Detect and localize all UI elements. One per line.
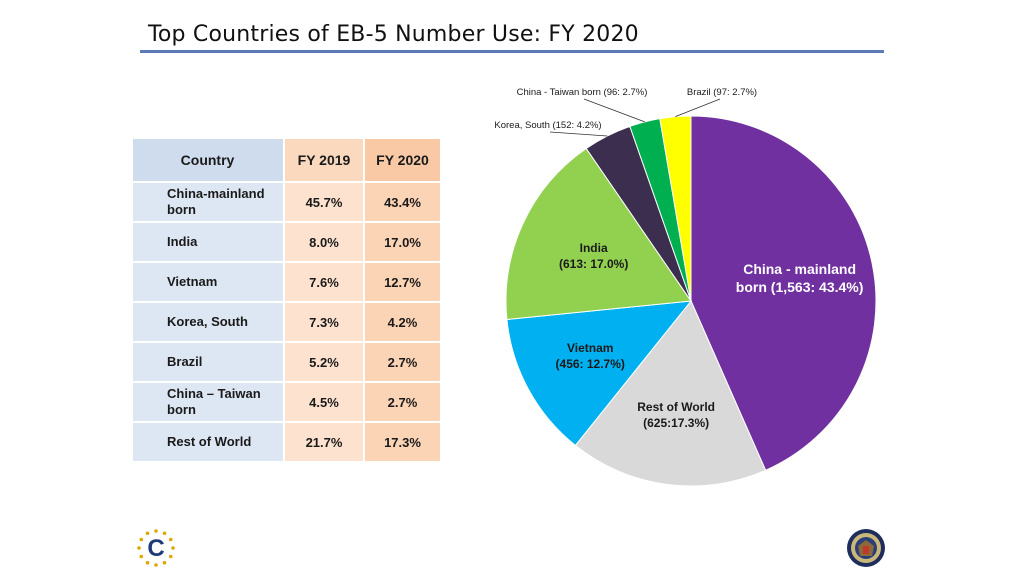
table-cell-fy2019: 7.6% [285,263,363,301]
pie-label: India [580,241,608,255]
pie-slice-india [505,147,692,321]
title-underline [140,50,884,53]
table-cell-country: China-mainland born [133,183,283,221]
table-cell-fy2020: 2.7% [365,343,440,381]
pie-leader-line [549,131,608,137]
country-table: Country FY 2019 FY 2020 China-mainland b… [131,137,442,463]
table-header-country: Country [133,139,283,181]
logo-star [154,563,158,567]
logo-star [171,546,175,550]
table-cell-country: Vietnam [133,263,283,301]
table-row: China-mainland born 45.7% 43.4% [133,183,440,221]
logo-star [154,529,158,533]
logo-star [145,560,150,565]
pie-leader-line [675,98,721,118]
page-title: Top Countries of EB-5 Number Use: FY 202… [148,22,639,47]
table-cell-fy2020: 17.3% [365,423,440,461]
logo-star [162,531,167,536]
pie-slice-china-mainland-born [690,115,877,471]
pie-label: Korea, South (152: 4.2%) [494,120,601,131]
pie-label: (456: 12.7%) [556,357,625,371]
logo-star [137,546,141,550]
pie-slice-vietnam [506,300,693,447]
table-cell-country: Rest of World [133,423,283,461]
pie-label: Rest of World [637,400,715,414]
table-header-fy2019: FY 2019 [285,139,363,181]
table-cell-country: Korea, South [133,303,283,341]
pie-label: Brazil (97: 2.7%) [687,87,757,98]
table-cell-fy2020: 4.2% [365,303,440,341]
pie-label: (613: 17.0%) [559,257,628,271]
table-cell-country: Brazil [133,343,283,381]
table-row: India 8.0% 17.0% [133,223,440,261]
table-cell-fy2020: 2.7% [365,383,440,421]
table-cell-country: India [133,223,283,261]
table-cell-fy2020: 43.4% [365,183,440,221]
table-row: Brazil 5.2% 2.7% [133,343,440,381]
logo-star [139,554,144,559]
table-row: Rest of World 21.7% 17.3% [133,423,440,461]
table-cell-fy2020: 17.0% [365,223,440,261]
table-cell-fy2019: 21.7% [285,423,363,461]
table-cell-fy2019: 4.5% [285,383,363,421]
table-cell-fy2019: 7.3% [285,303,363,341]
pie-label: China - mainland [743,261,856,277]
table-cell-fy2019: 45.7% [285,183,363,221]
table-cell-country: China – Taiwan born [133,383,283,421]
pie-slice-rest-of-world [574,300,767,487]
pie-label: (625:17.3%) [643,416,709,430]
logo-star [168,537,173,542]
logo-star [139,537,144,542]
table-cell-fy2019: 5.2% [285,343,363,381]
table-header-row: Country FY 2019 FY 2020 [133,139,440,181]
pie-label: China - Taiwan born (96: 2.7%) [517,87,648,98]
pie-label: born (1,563: 43.4%) [736,279,864,295]
logo-letter: C [147,535,164,562]
table-cell-fy2019: 8.0% [285,223,363,261]
table-header-fy2020: FY 2020 [365,139,440,181]
table-row: Korea, South 7.3% 4.2% [133,303,440,341]
pie-label: Vietnam [567,341,613,355]
seal-icon [847,529,885,567]
logo-star [145,531,150,536]
table-row: China – Taiwan born 4.5% 2.7% [133,383,440,421]
logo-star [168,554,173,559]
logo-star [162,560,167,565]
table-cell-fy2020: 12.7% [365,263,440,301]
pie-leader-line [583,98,645,123]
c-star-logo-icon: C [137,529,175,567]
table-row: Vietnam 7.6% 12.7% [133,263,440,301]
